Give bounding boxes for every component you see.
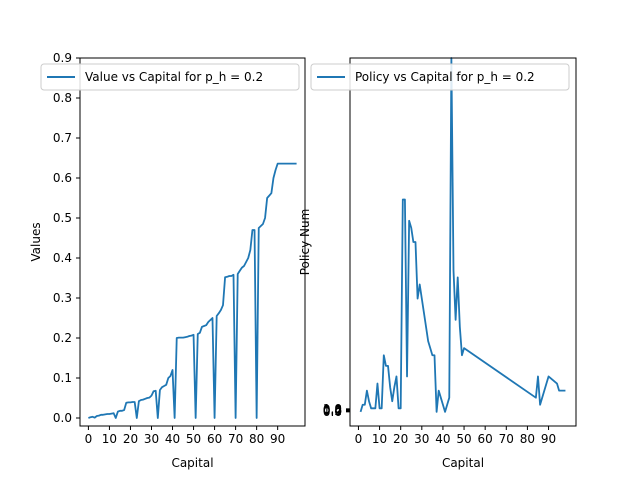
right-axes-frame	[349, 57, 577, 427]
right-y-tick-label: 0.6	[323, 403, 342, 417]
left-y-tick-label: 0.2	[53, 331, 72, 345]
left-legend: Value vs Capital for p_h = 0.2	[40, 63, 300, 91]
left-legend-box	[40, 63, 300, 91]
left-series-group	[88, 162, 297, 419]
right-x-tick-label: 0	[355, 432, 363, 446]
right-legend-label: Policy vs Capital for p_h = 0.2	[355, 70, 535, 84]
right-series-line	[359, 57, 566, 413]
right-x-tick-label: 70	[499, 432, 514, 446]
right-x-tick-label: 60	[478, 432, 493, 446]
left-subplot: 0 10 20 30 40 50 60 70 80 90 0.00.10.20.30.40.50.…	[29, 51, 306, 470]
left-y-tick-label: 0.9	[53, 51, 72, 65]
right-x-tick-label: 80	[520, 432, 535, 446]
right-x-ticks: 0 10 20 30 40 50 60 70 80 90	[355, 426, 556, 446]
right-legend: Policy vs Capital for p_h = 0.2	[310, 63, 570, 91]
right-x-axis-label: Capital	[442, 456, 484, 470]
left-x-tick-label: 20	[123, 432, 138, 446]
left-x-tick-label: 10	[102, 432, 117, 446]
right-y-tick-label: 0.0	[323, 405, 342, 419]
left-series-line	[88, 162, 297, 419]
right-y-tick-label: 0.2	[323, 404, 342, 418]
left-x-tick-label: 70	[228, 432, 243, 446]
right-y-ticks: 0.00.20.40.60.81.0	[323, 402, 350, 419]
left-y-tick-label: 0.6	[53, 171, 72, 185]
right-y-tick-label: 0.8	[323, 402, 342, 416]
right-x-tick-label: 30	[414, 432, 429, 446]
left-y-tick-label: 0.1	[53, 371, 72, 385]
right-x-tick-label: 40	[435, 432, 450, 446]
right-series-group	[359, 57, 566, 413]
left-x-tick-label: 40	[165, 432, 180, 446]
left-axes-frame	[79, 57, 306, 427]
right-legend-box	[310, 63, 570, 91]
left-x-axis-label: Capital	[171, 456, 213, 470]
left-x-ticks: 0 10 20 30 40 50 60 70 80 90	[85, 426, 285, 446]
left-y-tick-label: 0.5	[53, 211, 72, 225]
right-y-tick-label: 1.0	[323, 402, 342, 416]
right-x-tick-label: 50	[456, 432, 471, 446]
left-x-tick-label: 30	[144, 432, 159, 446]
left-y-tick-label: 0.7	[53, 131, 72, 145]
left-x-tick-label: 80	[249, 432, 264, 446]
left-legend-label: Value vs Capital for p_h = 0.2	[85, 70, 263, 84]
left-y-tick-label: 0.0	[53, 411, 72, 425]
left-x-tick-label: 50	[186, 432, 201, 446]
right-x-tick-label: 10	[372, 432, 387, 446]
left-x-tick-label: 0	[85, 432, 93, 446]
right-x-tick-label: 20	[393, 432, 408, 446]
left-x-tick-label: 90	[270, 432, 285, 446]
left-y-axis-label: Values	[29, 222, 43, 261]
left-y-ticks: 0.0 0.1 0.2 0.3 0.4 0.5 0.6 0.7 0.8 0.9	[53, 51, 80, 425]
left-y-tick-label: 0.3	[53, 291, 72, 305]
right-subplot: 0 10 20 30 40 50 60 70 80 90 0.00.20.40.60.81.0 C…	[298, 57, 577, 470]
left-y-tick-label: 0.8	[53, 91, 72, 105]
right-y-axis-label: Policy Num	[298, 209, 312, 276]
right-y-tick-label: 0.4	[323, 404, 342, 418]
left-x-tick-label: 60	[207, 432, 222, 446]
right-x-tick-label: 90	[541, 432, 556, 446]
left-y-tick-label: 0.4	[53, 251, 72, 265]
